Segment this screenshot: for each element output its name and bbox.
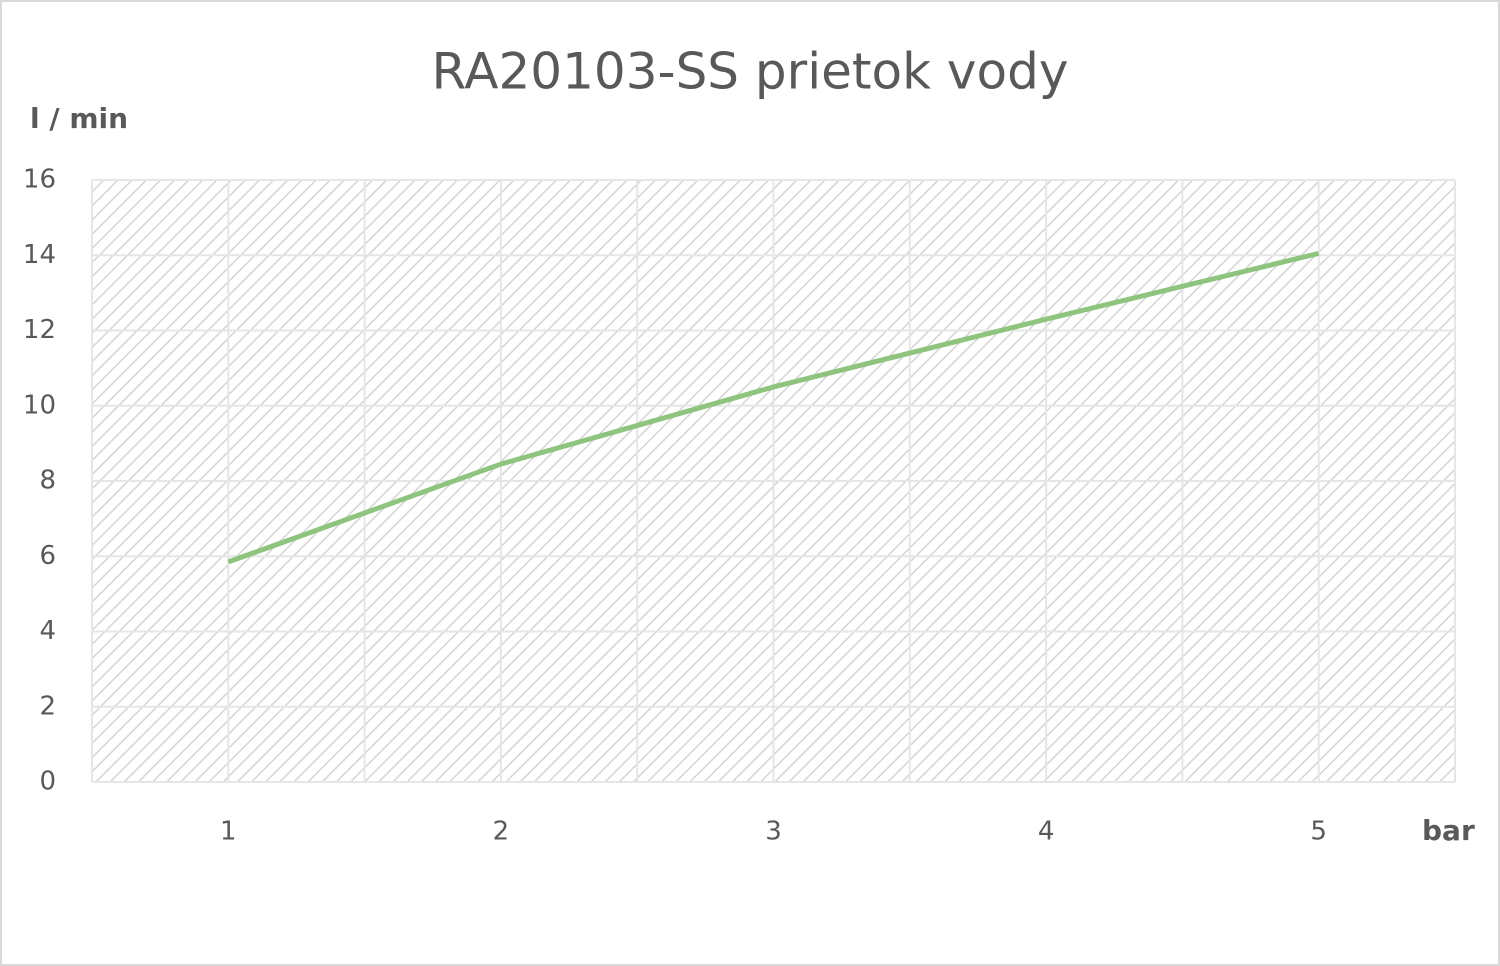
y-tick-label: 0 (39, 767, 56, 797)
y-tick-label: 14 (23, 240, 56, 270)
x-tick-label: 1 (220, 817, 237, 847)
x-tick-label: 2 (493, 817, 510, 847)
x-tick-label: 5 (1310, 817, 1327, 847)
data-line (227, 250, 1320, 565)
y-tick-label: 6 (39, 541, 56, 571)
x-tick-label: 4 (1038, 817, 1055, 847)
chart-title: RA20103-SS prietok vody (432, 43, 1069, 101)
y-tick-label: 16 (23, 165, 56, 195)
x-axis-label: bar (1422, 814, 1475, 847)
y-axis-label: l / min (30, 102, 128, 135)
x-tick-label: 3 (765, 817, 782, 847)
y-tick-label: 10 (23, 390, 56, 420)
y-tick-label: 8 (39, 466, 56, 496)
y-tick-label: 2 (39, 691, 56, 721)
y-tick-label: 4 (39, 616, 56, 646)
y-tick-label: 12 (23, 315, 56, 345)
